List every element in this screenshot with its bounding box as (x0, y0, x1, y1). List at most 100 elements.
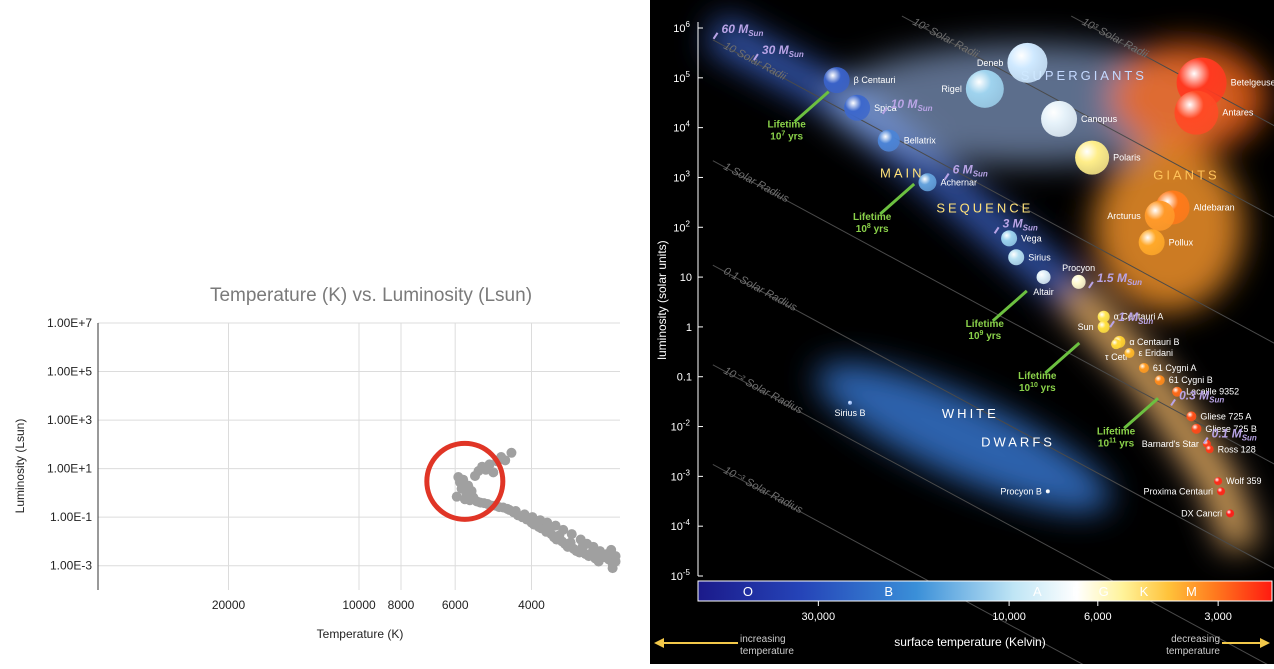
lifetime-word: Lifetime (966, 319, 1005, 330)
star-label: Sirius (1028, 252, 1051, 262)
data-point (510, 505, 521, 516)
y-tick-label: 10 (680, 272, 692, 284)
star-label: α Centauri A (1114, 312, 1164, 322)
mass-label: 30 MSun (762, 43, 804, 59)
lifetime-pointer (879, 182, 916, 216)
star-marker (844, 94, 871, 121)
mass-label: 0.3 MSun (1179, 388, 1224, 404)
mass-tick (881, 107, 888, 115)
star-marker (1172, 386, 1183, 397)
star-label: Lacaille 9352 (1186, 387, 1239, 397)
y-tick-label: 10-5 (671, 568, 691, 583)
star-label: Arcturus (1107, 211, 1141, 221)
data-point (542, 517, 553, 528)
lifetime-value: 108 yrs (856, 223, 889, 235)
star-marker (1008, 249, 1025, 266)
mass-labels: 60 MSun 30 MSun 10 MSun 6 MSun 3 MSun 1.5 MSu… (712, 22, 1257, 445)
mass-tick (1202, 437, 1209, 445)
region-label: MAIN (880, 165, 925, 180)
spectral-class-label: M (1186, 584, 1197, 599)
star-marker (1217, 487, 1226, 496)
spectral-class-label: O (743, 584, 753, 599)
star-marker (1075, 140, 1110, 175)
data-point (451, 491, 462, 502)
star-label: Sirius B (834, 408, 865, 418)
y-tick-label: 106 (673, 20, 690, 35)
lifetime-word: Lifetime (768, 120, 807, 131)
star-label: DX Cancri (1181, 508, 1222, 518)
region-label: SEQUENCE (936, 200, 1033, 215)
star-label: Gliese 725 A (1200, 411, 1251, 421)
data-point (558, 524, 569, 535)
mass-tick (1109, 320, 1115, 328)
mass-tick (1088, 281, 1094, 289)
data-points (451, 447, 621, 574)
mass-label: 6 MSun (953, 163, 988, 179)
lifetime-value: 109 yrs (968, 330, 1001, 342)
y-tick-label: 102 (673, 219, 690, 234)
lifetime-value: 1011 yrs (1098, 437, 1135, 449)
star-marker (1138, 362, 1149, 373)
y-tick-label: 10-3 (671, 468, 691, 483)
star-label: Wolf 359 (1226, 476, 1261, 486)
x-tick-label: 6000 (442, 598, 469, 612)
data-point (527, 512, 538, 523)
star-label: Polaris (1113, 153, 1141, 163)
lifetime-pointer (1044, 341, 1081, 375)
star-label: Barnard's Star (1142, 439, 1199, 449)
white-dwarfs-glow (816, 362, 1111, 513)
star-marker (1144, 200, 1175, 231)
x-tick-label: 10000 (342, 598, 376, 612)
data-point (488, 467, 499, 478)
star-marker (1007, 42, 1048, 83)
radius-line-label: 10⁻³ Solar Radius (721, 464, 805, 516)
star-marker (1191, 423, 1202, 434)
region-label: DWARFS (981, 434, 1055, 449)
data-point (607, 563, 618, 574)
y-tick-label: 1 (686, 322, 692, 334)
y-tick-label: 1.00E+5 (47, 365, 92, 379)
star-marker (848, 400, 853, 405)
mass-tick (943, 172, 950, 181)
mass-tick (993, 226, 1000, 234)
gridlines (98, 322, 620, 590)
data-point (550, 520, 561, 531)
mass-label: 10 MSun (891, 97, 933, 113)
star-marker (1036, 270, 1051, 285)
increasing-arrow-head (654, 638, 664, 648)
star-marker (1154, 375, 1165, 386)
star-marker (965, 69, 1004, 108)
star-label: Altair (1033, 287, 1054, 297)
star-marker (1138, 229, 1165, 256)
star-label: Gliese 725 B (1205, 424, 1257, 434)
x-axis-label: surface temperature (Kelvin) (894, 635, 1045, 649)
y-tick-label: 104 (673, 120, 690, 135)
stars: Deneb Rigel Betelgeuse Antares Canopus Polari… (823, 42, 1274, 518)
x-tick-label: 8000 (388, 598, 415, 612)
increasing-label: temperature (740, 646, 794, 657)
star-marker (1226, 509, 1235, 518)
temperature-luminosity-scatter: Temperature (K) vs. Luminosity (Lsun) 200… (13, 285, 621, 641)
star-label: β Centauri (854, 75, 896, 85)
star-marker (1071, 274, 1086, 289)
lifetime-value: 107 yrs (770, 131, 803, 143)
star-label: Spica (874, 103, 897, 113)
radius-line-label: 0.1 Solar Radius (721, 265, 799, 314)
mass-label: 1.5 MSun (1097, 271, 1142, 287)
star-label: Procyon (1062, 263, 1095, 273)
y-tick-label: 1.00E+7 (47, 316, 92, 330)
region-label: WHITE (942, 406, 999, 421)
radius-line (1071, 15, 1274, 127)
x-ticks: 30,000 10,000 6,000 3,000 (802, 601, 1232, 623)
star-marker (1041, 100, 1078, 137)
x-tick-label: 20000 (212, 598, 246, 612)
spectral-class-label: B (884, 584, 893, 599)
data-point (484, 459, 495, 470)
mass-label: 0.1 MSun (1212, 427, 1257, 443)
star-marker (1097, 310, 1110, 323)
highlight-circle (424, 440, 506, 522)
star-label: Pollux (1169, 237, 1194, 247)
star-label: Rigel (941, 84, 962, 94)
